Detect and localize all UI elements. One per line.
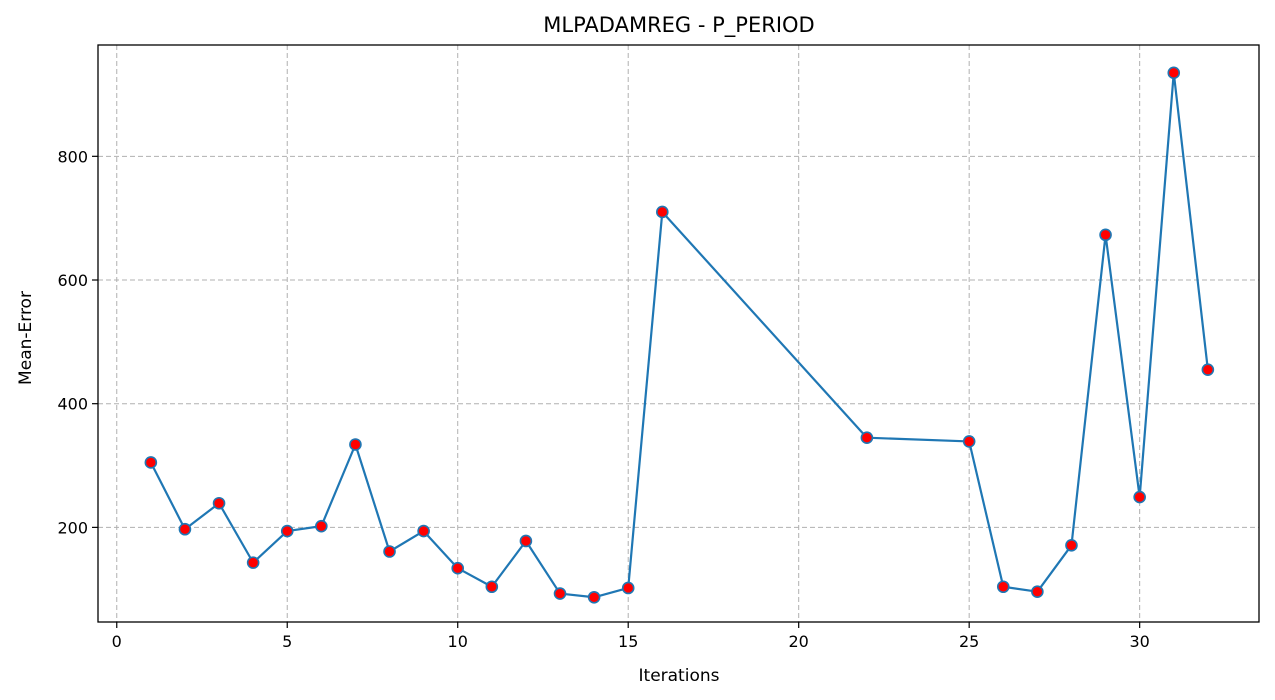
x-tick-label: 20 — [789, 632, 809, 651]
y-tick-label: 600 — [57, 271, 88, 290]
data-point — [1099, 228, 1112, 242]
y-tick-label: 200 — [57, 518, 88, 537]
x-tick-label: 0 — [112, 632, 122, 651]
data-point — [144, 456, 158, 469]
data-point — [485, 580, 499, 594]
data-point — [349, 438, 362, 451]
data-point — [383, 545, 396, 558]
x-tick-label: 30 — [1129, 632, 1149, 651]
data-point — [280, 524, 294, 538]
data-point — [656, 205, 669, 219]
y-axis-label: Mean-Error — [16, 291, 36, 385]
chart-title: MLPADAMREG - P_PERIOD — [543, 13, 814, 38]
data-point — [996, 580, 1010, 594]
data-point — [315, 519, 328, 533]
data-point — [1031, 585, 1044, 598]
data-point — [860, 431, 874, 445]
data-point — [1201, 363, 1215, 376]
data-point — [212, 496, 226, 510]
x-axis-label: Iterations — [639, 666, 720, 686]
x-tick-label: 15 — [618, 632, 638, 651]
series — [144, 66, 1215, 604]
data-point — [417, 524, 430, 538]
x-tick-label: 25 — [959, 632, 979, 651]
data-point — [178, 522, 192, 536]
x-tick-label: 5 — [282, 632, 292, 651]
y-tick-label: 800 — [57, 147, 88, 166]
data-point — [587, 590, 601, 604]
grid — [98, 45, 1259, 622]
data-point — [962, 435, 976, 448]
plot-frame — [97, 44, 1260, 623]
data-point — [553, 587, 567, 600]
y-tick-label: 400 — [57, 395, 88, 414]
data-point — [621, 581, 635, 595]
data-point — [1133, 490, 1146, 504]
data-point — [1167, 66, 1181, 80]
series-line — [149, 71, 1209, 599]
data-point — [519, 534, 533, 548]
data-point — [451, 561, 465, 575]
x-tick-label: 10 — [448, 632, 468, 651]
axes: 0 5 10 15 20 25 30 200 400 600 800 — [57, 44, 1260, 651]
data-point — [1065, 539, 1078, 552]
data-point — [246, 556, 260, 569]
